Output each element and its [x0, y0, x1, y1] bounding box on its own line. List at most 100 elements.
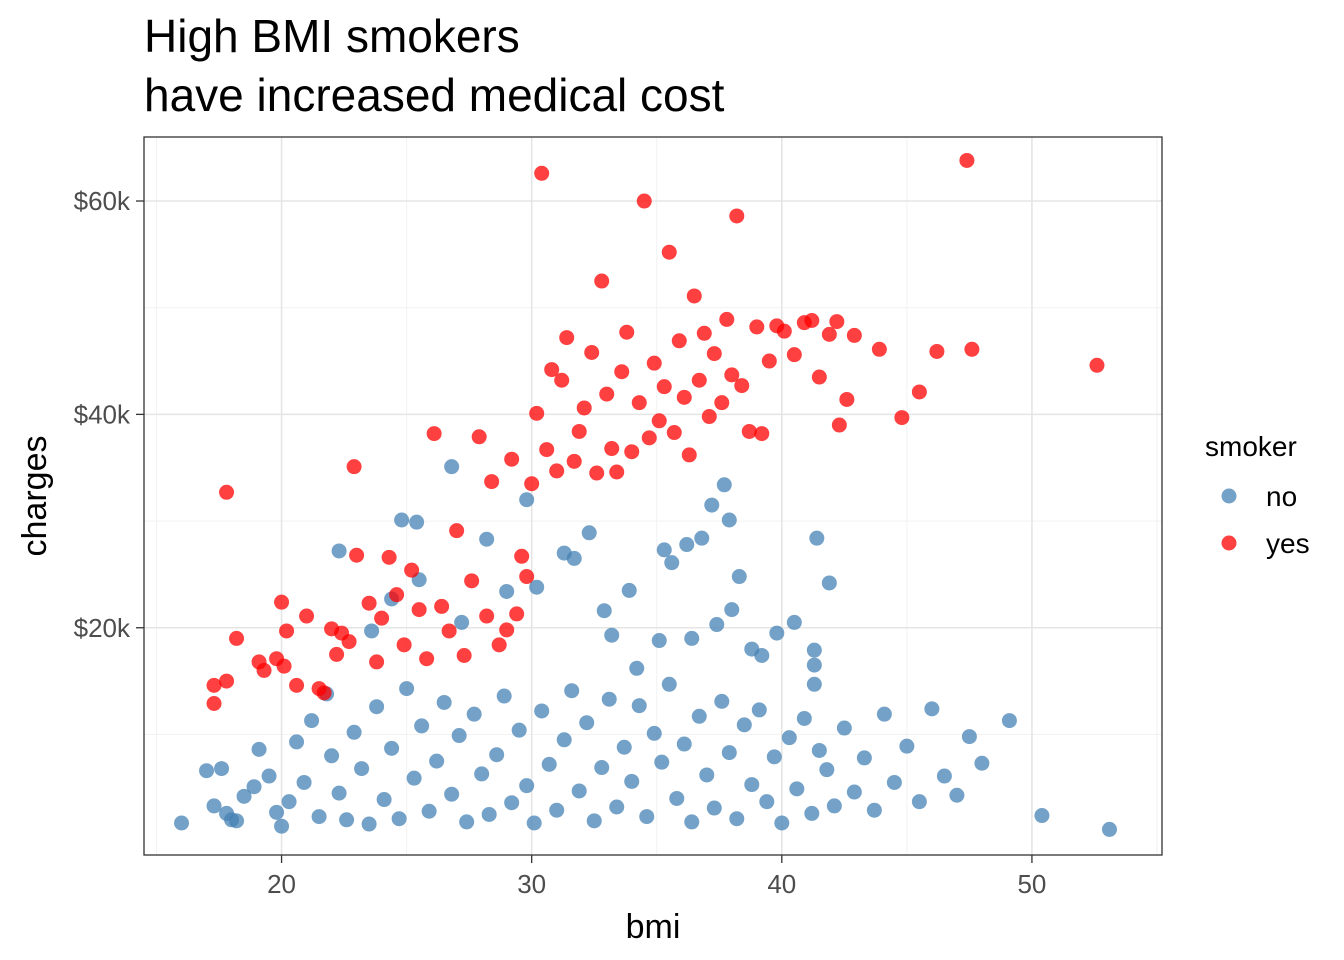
x-axis-tick-label: 40 — [767, 869, 796, 899]
data-point-yes — [464, 573, 480, 589]
y-axis-tick-label: $60k — [74, 186, 131, 216]
data-point-no — [656, 542, 672, 558]
data-point-yes — [594, 273, 610, 289]
data-point-yes — [369, 654, 385, 670]
data-point-yes — [741, 423, 757, 439]
data-point-yes — [646, 355, 662, 371]
data-point-yes — [964, 341, 980, 357]
data-point-no — [566, 550, 582, 566]
legend-label-no: no — [1266, 481, 1297, 512]
data-point-no — [519, 492, 535, 508]
data-point-yes — [604, 441, 620, 457]
data-point-no — [744, 777, 760, 793]
data-point-yes — [274, 594, 290, 610]
data-point-no — [1034, 808, 1050, 824]
data-point-yes — [706, 346, 722, 362]
data-point-yes — [656, 379, 672, 395]
data-point-no — [206, 798, 222, 814]
data-point-no — [246, 779, 262, 795]
legend-label-yes: yes — [1266, 528, 1310, 559]
data-point-yes — [514, 548, 530, 564]
data-point-yes — [374, 610, 390, 626]
data-point-yes — [456, 647, 472, 663]
data-point-yes — [589, 465, 605, 481]
data-point-no — [526, 815, 542, 831]
data-point-yes — [839, 391, 855, 407]
data-point-yes — [676, 389, 692, 405]
data-point-no — [364, 623, 380, 639]
data-point-no — [394, 512, 410, 528]
data-point-no — [736, 717, 752, 733]
legend-key-yes — [1221, 535, 1237, 551]
y-axis-tick-label: $20k — [74, 613, 131, 643]
data-point-no — [564, 683, 580, 699]
data-point-no — [716, 477, 732, 493]
data-point-yes — [289, 677, 305, 693]
data-point-yes — [959, 152, 975, 168]
chart-title-line-2: have increased medical cost — [144, 69, 725, 121]
data-point-no — [759, 794, 775, 810]
data-point-no — [571, 783, 587, 799]
data-point-yes — [316, 685, 332, 701]
data-point-yes — [786, 347, 802, 363]
data-point-yes — [681, 447, 697, 463]
data-point-no — [639, 809, 655, 825]
data-point-no — [236, 788, 252, 804]
data-point-yes — [426, 426, 442, 442]
data-point-yes — [614, 364, 630, 380]
data-point-no — [409, 514, 425, 530]
data-point-no — [489, 747, 505, 763]
data-point-no — [289, 734, 305, 750]
chart-title-line-1: High BMI smokers — [144, 10, 520, 62]
data-point-no — [911, 794, 927, 810]
data-point-yes — [441, 623, 457, 639]
data-point-no — [304, 713, 320, 729]
data-point-no — [604, 627, 620, 643]
data-point-yes — [341, 634, 357, 650]
data-point-no — [679, 537, 695, 553]
data-point-no — [684, 814, 700, 830]
data-point-no — [609, 799, 625, 815]
data-point-no — [774, 815, 790, 831]
data-point-no — [724, 602, 740, 618]
data-point-no — [369, 699, 385, 715]
data-point-no — [629, 660, 645, 676]
data-point-yes — [361, 595, 377, 611]
data-point-no — [504, 795, 520, 811]
data-point-yes — [804, 313, 820, 329]
data-point-yes — [524, 476, 540, 492]
data-point-yes — [396, 637, 412, 653]
data-point-yes — [499, 622, 515, 638]
data-point-yes — [554, 372, 570, 388]
data-point-no — [624, 773, 640, 789]
data-point-yes — [776, 323, 792, 339]
data-point-yes — [686, 288, 702, 304]
data-point-no — [399, 681, 415, 697]
data-point-yes — [811, 369, 827, 385]
data-point-no — [846, 784, 862, 800]
data-point-yes — [576, 400, 592, 416]
data-point-no — [654, 754, 670, 770]
data-point-yes — [754, 426, 770, 442]
data-point-yes — [724, 367, 740, 383]
data-point-no — [961, 729, 977, 745]
data-point-no — [269, 804, 285, 820]
data-point-no — [214, 761, 230, 777]
data-point-no — [664, 555, 680, 571]
data-point-yes — [529, 405, 545, 421]
data-point-no — [866, 802, 882, 818]
data-point-no — [361, 816, 377, 832]
data-point-no — [709, 617, 725, 633]
data-point-no — [529, 579, 545, 595]
data-point-yes — [1089, 357, 1105, 373]
data-point-no — [811, 742, 827, 758]
data-point-yes — [636, 193, 652, 209]
data-point-no — [466, 706, 482, 722]
data-point-yes — [539, 442, 555, 458]
data-point-yes — [641, 430, 657, 446]
data-point-yes — [701, 409, 717, 425]
data-point-no — [1101, 821, 1117, 837]
data-point-no — [796, 710, 812, 726]
data-point-yes — [449, 523, 465, 539]
